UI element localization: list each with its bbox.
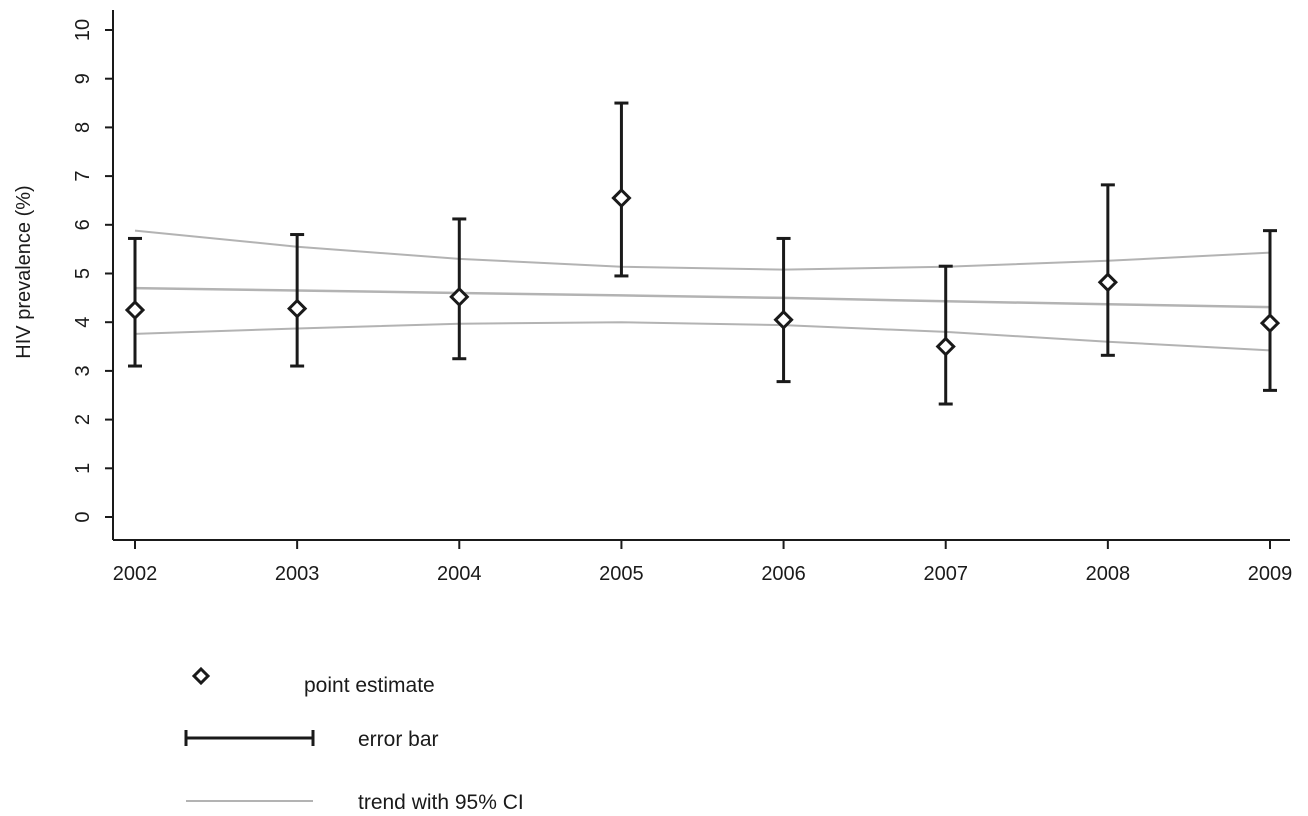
- legend-point-symbol: [191, 666, 211, 686]
- error-bar-2009: [1263, 229, 1277, 392]
- point-estimate-2007: [935, 336, 956, 357]
- legend-item-trend: trend with 95% CI: [186, 791, 524, 814]
- y-tick-label-7: 7: [72, 171, 94, 182]
- error-bar-2008: [1100, 183, 1115, 357]
- y-tick-labels: 0 1 2 3 4 5 6 7 8 9 10: [72, 19, 94, 523]
- trend-ci-lower-line: [134, 321, 1271, 352]
- point-estimate-2003: [287, 298, 308, 319]
- point-estimate-2006: [773, 309, 794, 330]
- y-tick-label-0: 0: [72, 511, 94, 522]
- y-tick-label-10: 10: [72, 19, 94, 41]
- axes: [105, 10, 1290, 549]
- trend-lines: [134, 229, 1271, 352]
- legend-label-point-estimate: point estimate: [304, 674, 435, 697]
- y-tick-label-5: 5: [72, 268, 94, 279]
- x-tick-label-2008: 2008: [1086, 563, 1131, 585]
- y-tick-label-8: 8: [72, 122, 94, 133]
- point-estimate-2004: [449, 286, 470, 307]
- error-bar-2007: [938, 264, 953, 406]
- error-bars: [128, 101, 1277, 406]
- trend-ci-upper-line: [134, 229, 1271, 271]
- y-tick-label-9: 9: [72, 73, 94, 84]
- x-tick-labels: 2002 2003 2004 2005 2006 2007 2008 2009: [113, 563, 1293, 585]
- y-tick-label-4: 4: [72, 317, 94, 328]
- legend-label-error-bar: error bar: [358, 728, 439, 751]
- point-estimate-2002: [124, 299, 146, 321]
- x-tick-label-2009: 2009: [1248, 563, 1293, 585]
- legend-item-point-estimate: point estimate: [191, 666, 435, 697]
- y-axis-title: HIV prevalence (%): [13, 185, 35, 358]
- x-tick-label-2006: 2006: [761, 563, 806, 585]
- y-tick-label-2: 2: [72, 414, 94, 425]
- legend: point estimate error bar trend with 95% …: [184, 666, 524, 814]
- point-estimates: [124, 187, 1281, 357]
- y-tick-label-3: 3: [72, 365, 94, 376]
- y-tick-label-6: 6: [72, 219, 94, 230]
- legend-item-error-bar: error bar: [184, 728, 439, 751]
- y-tick-label-1: 1: [72, 463, 94, 474]
- legend-label-trend: trend with 95% CI: [358, 791, 524, 814]
- x-tick-label-2007: 2007: [923, 563, 968, 585]
- point-estimate-2008: [1097, 272, 1118, 293]
- x-tick-label-2002: 2002: [113, 563, 158, 585]
- x-tick-label-2003: 2003: [275, 563, 320, 585]
- point-estimate-2005: [611, 187, 632, 209]
- x-tick-label-2004: 2004: [437, 563, 482, 585]
- point-estimate-2009: [1259, 313, 1281, 334]
- x-tick-label-2005: 2005: [599, 563, 644, 585]
- trend-line: [134, 286, 1271, 309]
